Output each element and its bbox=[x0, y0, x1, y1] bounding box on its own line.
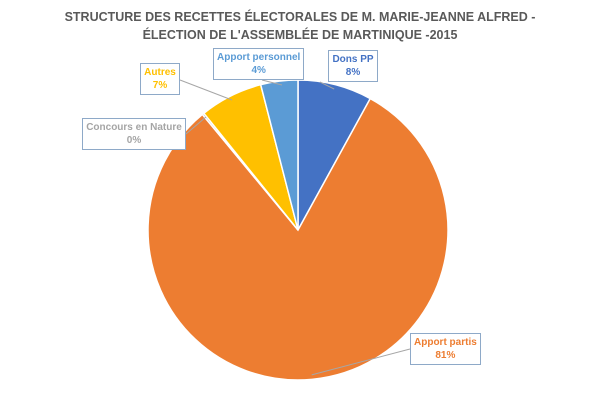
data-label-name: Apport partis bbox=[414, 337, 477, 348]
data-label-value: 4% bbox=[251, 65, 266, 76]
chart-title-line-1: STRUCTURE DES RECETTES ÉLECTORALES DE M.… bbox=[64, 10, 536, 24]
leader-line-autres bbox=[179, 79, 233, 101]
data-label-name: Dons PP bbox=[332, 54, 374, 65]
data-label-apport-partis: Apport partis 81% bbox=[410, 333, 481, 365]
pie-slice-apport-partis bbox=[147, 97, 449, 381]
chart-title-line-2: ÉLECTION DE L'ASSEMBLÉE DE MARTINIQUE -2… bbox=[142, 28, 458, 42]
leader-line-apport-personnel bbox=[261, 79, 283, 86]
data-label-concours-en-nature: Concours en Nature 0% bbox=[82, 118, 186, 150]
data-label-name: Autres bbox=[144, 67, 176, 78]
data-label-value: 0% bbox=[126, 135, 142, 146]
chart-title: STRUCTURE DES RECETTES ÉLECTORALES DE M.… bbox=[0, 8, 600, 44]
data-label-value: 7% bbox=[152, 80, 168, 91]
data-label-name: Apport personnel bbox=[217, 52, 301, 63]
leader-line-apport-partis bbox=[311, 348, 411, 376]
leader-line-concours-en-nature bbox=[185, 116, 207, 135]
data-label-autres: Autres 7% bbox=[140, 63, 180, 95]
data-label-name: Concours en Nature bbox=[86, 122, 182, 133]
data-label-apport-personnel: Apport personnel 4% bbox=[213, 48, 305, 80]
leader-line-dons-pp bbox=[319, 81, 335, 90]
pie-slice-apport-personnel bbox=[259, 79, 299, 231]
data-label-value: 8% bbox=[345, 67, 361, 78]
data-label-value: 81% bbox=[435, 350, 456, 361]
data-label-dons-pp: Dons PP 8% bbox=[328, 50, 378, 82]
